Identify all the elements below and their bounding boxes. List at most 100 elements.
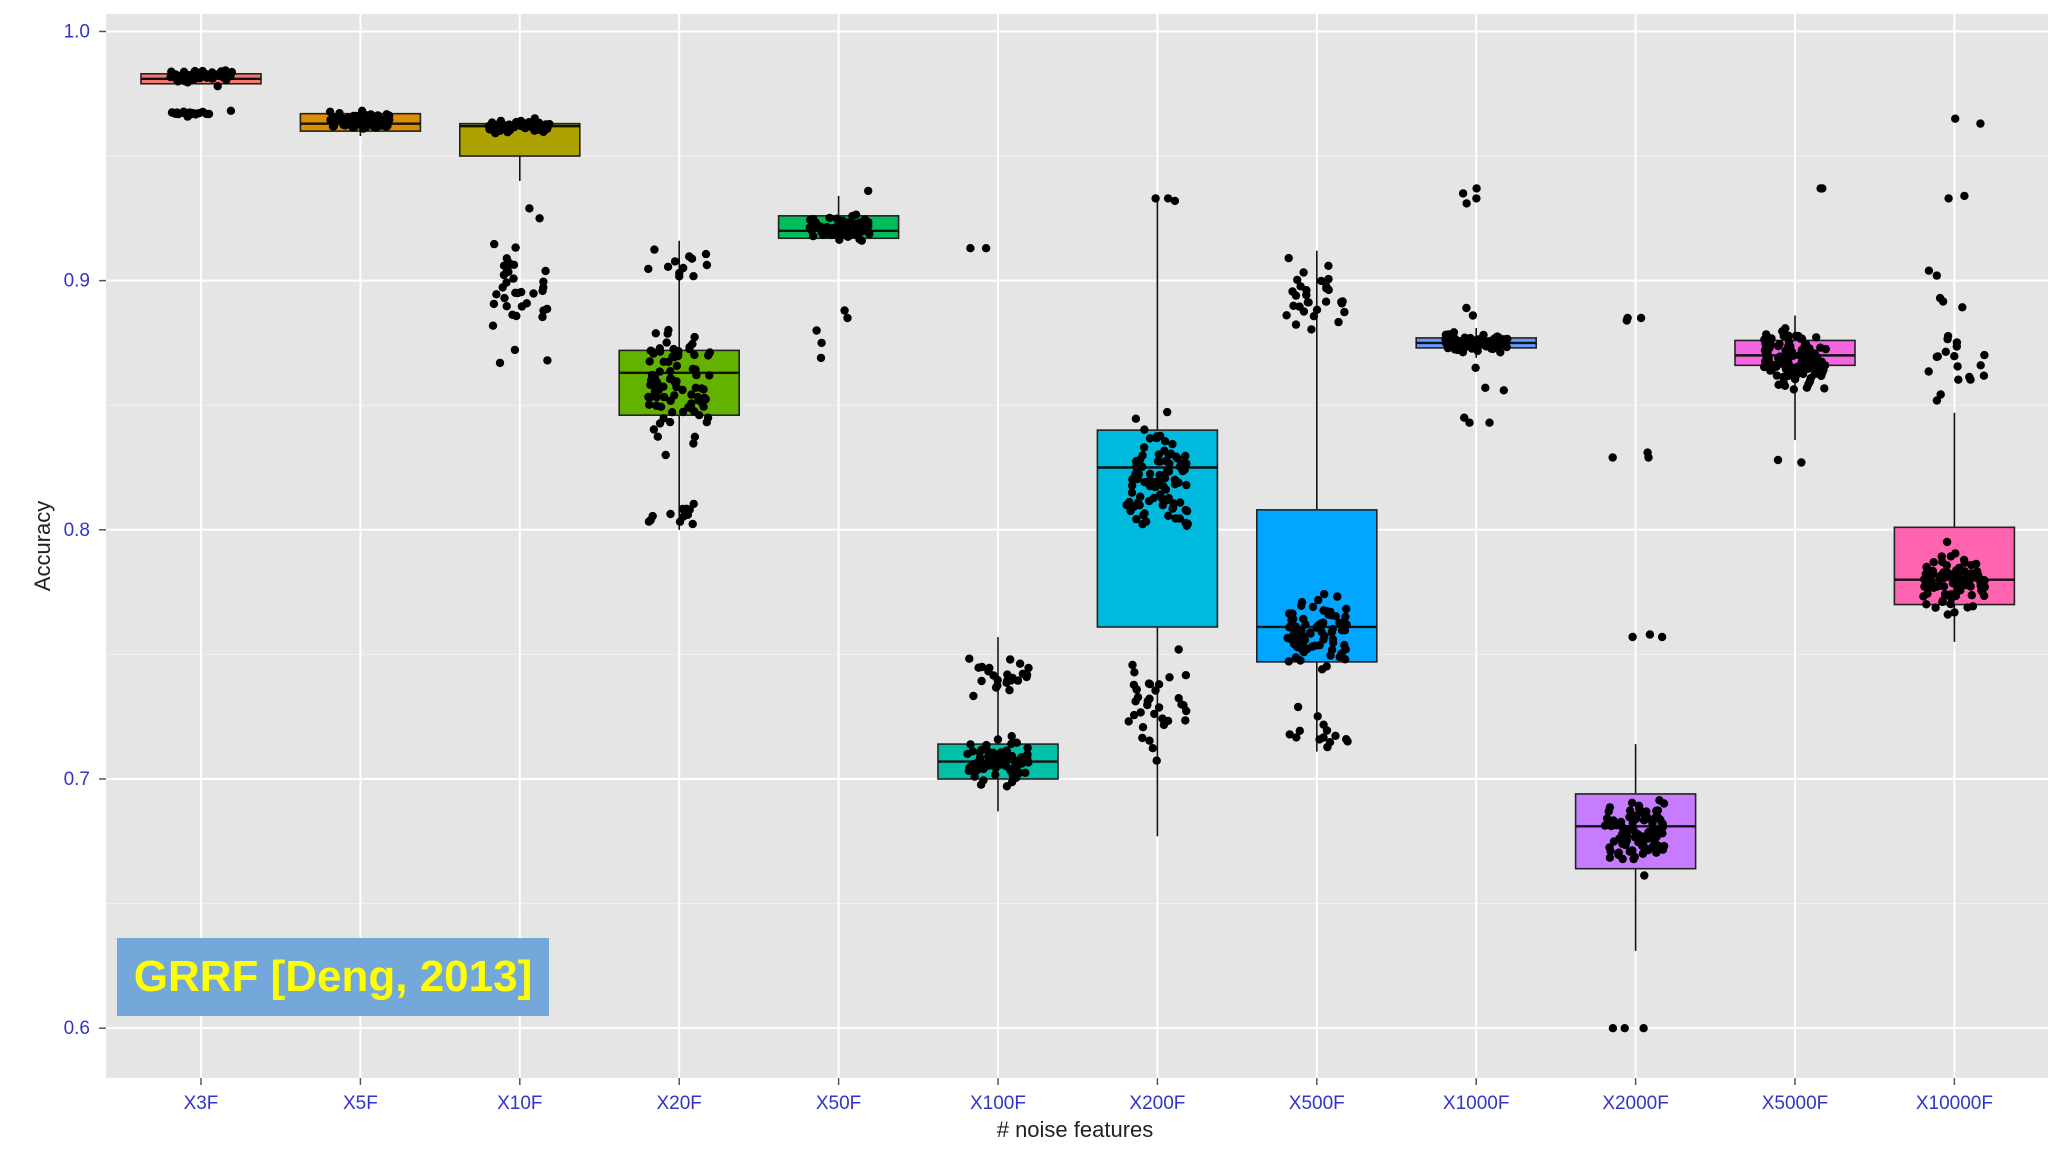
data-point — [1460, 413, 1469, 422]
data-point — [689, 499, 698, 509]
data-point — [1132, 474, 1142, 484]
data-point — [1143, 477, 1153, 486]
data-point — [1473, 335, 1482, 344]
data-point — [1160, 437, 1170, 446]
data-point — [1600, 821, 1610, 830]
data-point — [1479, 330, 1488, 340]
data-point — [1144, 679, 1154, 688]
data-point — [1952, 338, 1962, 347]
data-point — [992, 751, 1002, 761]
data-point — [648, 347, 657, 357]
box — [1256, 509, 1378, 663]
data-point — [664, 357, 673, 367]
data-point — [1175, 498, 1185, 507]
data-point — [979, 776, 988, 785]
data-point — [1762, 342, 1771, 351]
data-point — [1288, 287, 1297, 296]
data-point — [502, 254, 511, 263]
data-point — [644, 264, 653, 274]
data-point — [843, 228, 852, 237]
data-point — [511, 243, 520, 252]
data-point — [1628, 846, 1637, 855]
data-point — [1015, 659, 1025, 668]
data-point — [1609, 816, 1618, 825]
data-point — [1342, 604, 1351, 614]
data-point — [1976, 361, 1985, 370]
data-point — [1622, 836, 1632, 845]
data-point — [668, 408, 677, 417]
data-point — [1308, 642, 1317, 651]
axes: 0.6 0.7 0.8 0.9 1.0 X3F X5F X10F X20F X50F X100F X2… — [64, 21, 1993, 1114]
data-point — [1299, 268, 1308, 277]
data-point — [1293, 275, 1302, 285]
data-point — [1337, 626, 1347, 635]
data-point — [690, 350, 699, 360]
x-tick-label: X10F — [497, 1093, 542, 1114]
data-point — [1954, 375, 1963, 384]
data-point — [213, 82, 222, 91]
data-point — [1335, 618, 1344, 628]
data-point — [1156, 490, 1165, 499]
data-point — [1817, 357, 1827, 366]
data-point — [166, 72, 175, 82]
data-point — [380, 115, 390, 124]
data-point — [1320, 589, 1329, 599]
data-point — [1980, 350, 1989, 360]
data-point — [701, 249, 711, 259]
data-point — [1145, 736, 1154, 745]
data-point — [1163, 194, 1173, 203]
data-point — [1967, 591, 1977, 600]
data-point — [702, 260, 712, 270]
data-point — [1285, 623, 1294, 632]
data-point — [1161, 485, 1171, 494]
data-point — [1653, 806, 1663, 815]
data-point — [979, 764, 988, 774]
data-point — [1811, 366, 1820, 375]
data-point — [1922, 600, 1931, 609]
data-point — [651, 329, 660, 338]
data-point — [512, 117, 521, 127]
data-point — [1465, 418, 1474, 427]
data-point — [674, 349, 683, 358]
data-point — [1292, 733, 1301, 742]
data-point — [1788, 350, 1797, 359]
data-point — [1922, 563, 1931, 572]
data-point — [1441, 335, 1450, 344]
data-point — [1796, 334, 1805, 343]
data-point — [517, 302, 527, 311]
data-point — [1608, 453, 1617, 462]
data-point — [1342, 620, 1351, 629]
data-point — [1180, 458, 1189, 468]
data-point — [977, 662, 987, 672]
data-point — [1296, 282, 1305, 291]
data-point — [816, 353, 826, 363]
data-point — [1937, 552, 1946, 561]
data-point — [1182, 521, 1192, 530]
data-point — [699, 385, 708, 394]
data-point — [973, 759, 982, 769]
data-point — [809, 231, 818, 241]
data-point — [705, 371, 714, 380]
data-point — [836, 225, 846, 235]
data-point — [206, 73, 215, 83]
data-point — [982, 740, 991, 750]
data-point — [1979, 371, 1989, 380]
data-point — [667, 374, 676, 383]
data-point — [1620, 829, 1629, 839]
data-point — [1939, 582, 1949, 591]
data-point — [1462, 303, 1471, 313]
data-point — [977, 676, 986, 686]
data-point — [1174, 645, 1183, 654]
annotation-badge: GRRF [Deng, 2013] — [117, 938, 549, 1016]
data-point — [1284, 657, 1294, 666]
data-point — [1124, 717, 1133, 726]
data-point — [1816, 343, 1825, 352]
data-point — [1154, 703, 1164, 712]
data-point — [1950, 352, 1959, 361]
data-point — [1462, 199, 1471, 208]
data-point — [1302, 290, 1311, 300]
data-point — [1008, 771, 1018, 780]
data-point — [1642, 812, 1652, 821]
data-point — [805, 223, 814, 232]
data-point — [703, 413, 713, 422]
